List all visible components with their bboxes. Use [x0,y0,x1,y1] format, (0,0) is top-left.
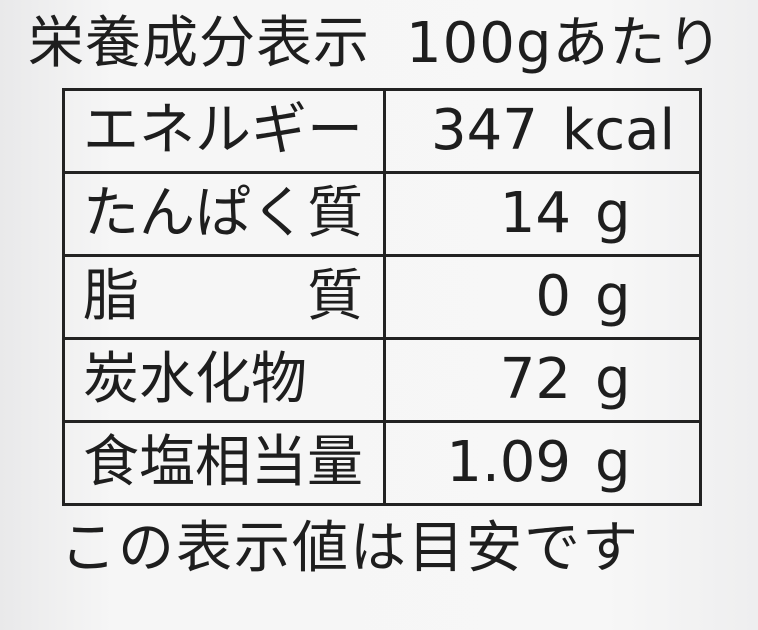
row-label: 食塩相当量 [62,420,386,506]
table-row: たんぱく質 14 g [62,171,702,257]
row-label: 炭水化物 [62,337,386,423]
row-unit: kcal [561,98,675,163]
row-label: 脂 質 [62,254,386,340]
row-value: 72 [499,347,571,412]
footer-note: この表示値は目安です [60,516,640,581]
row-value: 1.09 [446,430,571,495]
row-value: 0 [535,264,571,329]
row-label: エネルギー [62,88,386,174]
table-row: 炭水化物 72 g [62,337,702,423]
table-row: エネルギー 347 kcal [62,88,702,174]
title-heading: 栄養成分表示 [28,11,370,76]
row-value: 347 [431,98,538,163]
row-label: たんぱく質 [62,171,386,257]
label-title: 栄養成分表示 100gあたり [28,8,758,80]
title-per-amount: 100gあたり [406,11,724,76]
table-row: 食塩相当量 1.09 g [62,420,702,506]
row-unit: g [595,264,631,329]
row-unit: g [595,181,631,246]
row-unit: g [595,430,631,495]
row-value: 14 [499,181,571,246]
row-unit: g [595,347,631,412]
